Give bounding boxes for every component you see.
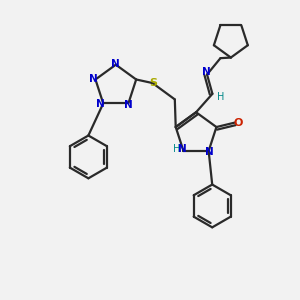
Text: N: N [202,67,211,77]
Text: H: H [173,145,181,154]
Text: N: N [124,100,133,110]
Text: N: N [178,145,186,154]
Text: S: S [149,78,158,88]
Text: H: H [217,92,224,102]
Text: O: O [234,118,243,128]
Text: N: N [97,99,105,109]
Text: N: N [111,59,120,69]
Text: N: N [89,74,98,84]
Text: N: N [205,148,214,158]
